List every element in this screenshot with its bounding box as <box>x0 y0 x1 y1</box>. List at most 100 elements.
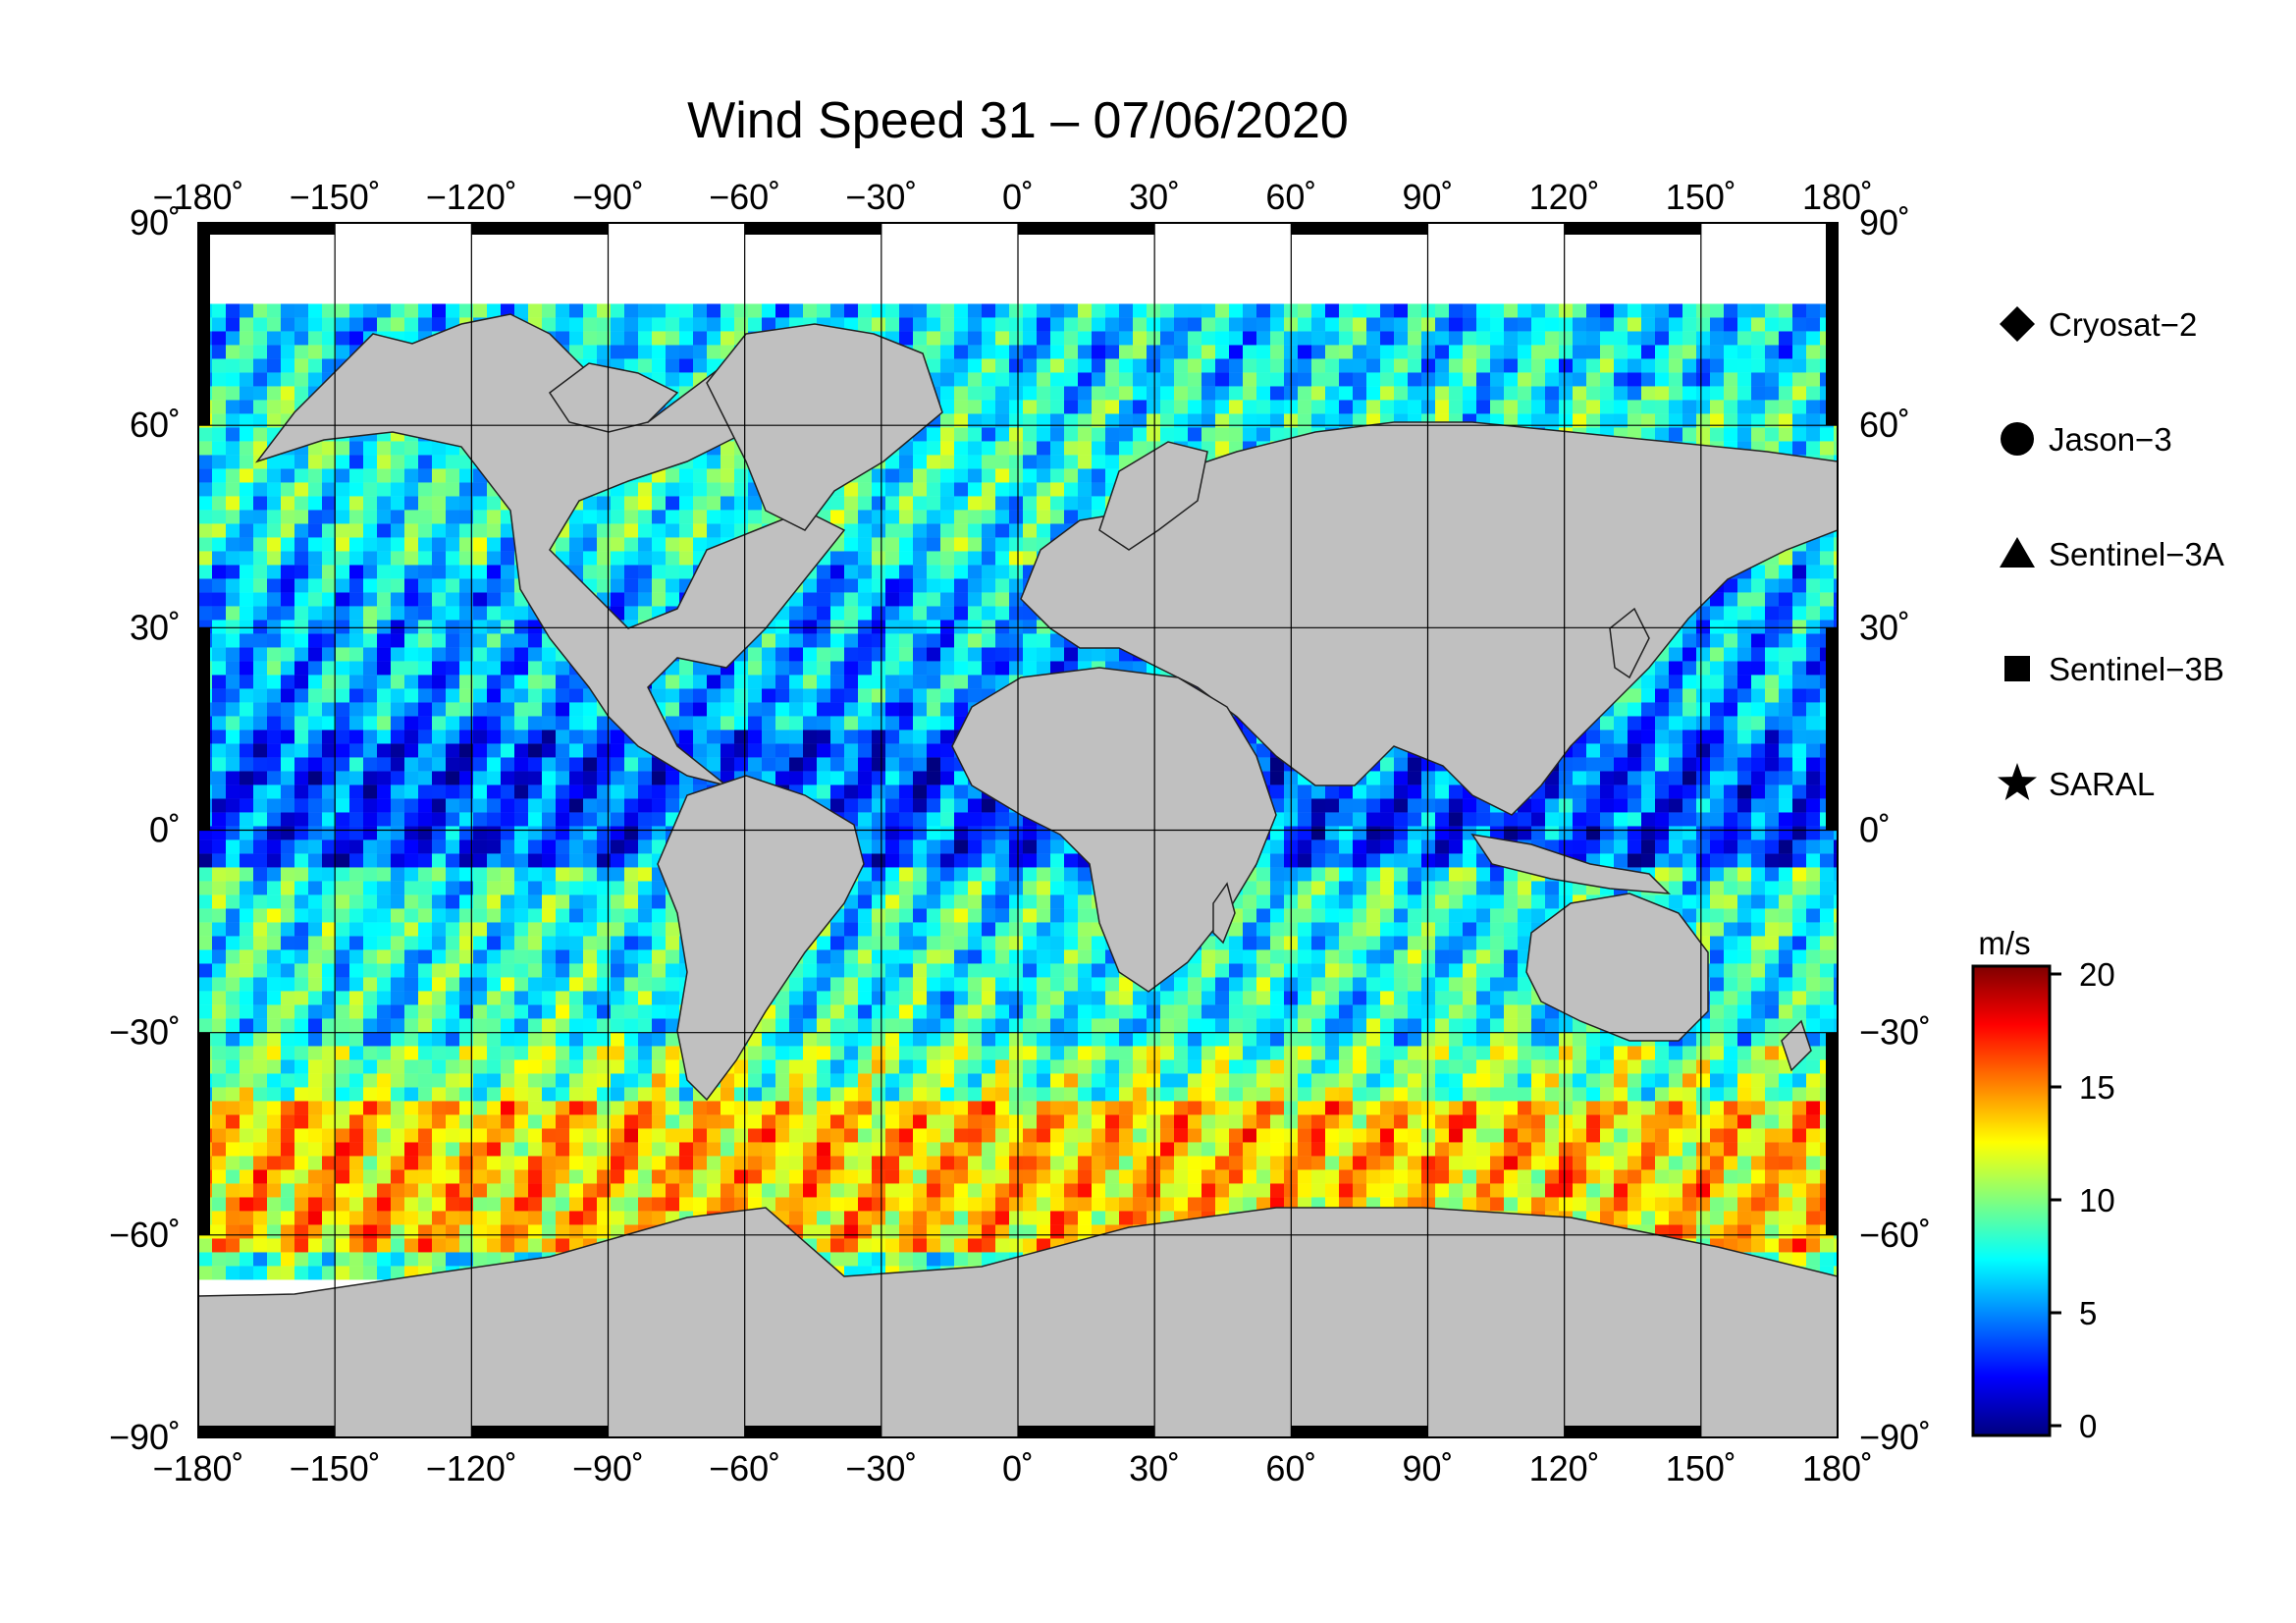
wind-cell <box>1779 798 1792 813</box>
wind-cell <box>281 468 294 483</box>
wind-cell <box>473 867 487 882</box>
wind-cell <box>679 537 693 552</box>
wind-cell <box>1545 317 1559 332</box>
wind-cell <box>1188 372 1201 387</box>
wind-cell <box>1037 372 1050 387</box>
wind-cell <box>1724 784 1737 799</box>
wind-cell <box>1531 386 1545 401</box>
wind-cell <box>349 331 363 346</box>
wind-cell <box>391 702 404 717</box>
wind-cell <box>927 661 940 676</box>
wind-cell <box>858 798 872 813</box>
wind-cell <box>198 867 212 882</box>
wind-cell <box>501 784 514 799</box>
wind-cell <box>267 455 281 469</box>
wind-cell <box>1353 839 1366 854</box>
wind-cell <box>528 839 542 854</box>
wind-cell <box>1518 372 1531 387</box>
wind-cell <box>1765 784 1779 799</box>
wind-cell <box>1820 551 1834 566</box>
wind-cell <box>1751 303 1765 318</box>
wind-cell <box>611 743 624 758</box>
wind-cell <box>212 482 226 497</box>
wind-cell <box>212 633 226 648</box>
wind-cell <box>844 661 858 676</box>
wind-cell <box>528 647 542 662</box>
wind-cell <box>1806 331 1820 346</box>
wind-cell <box>1408 771 1421 785</box>
wind-cell <box>1628 839 1641 854</box>
wind-cell <box>391 578 404 593</box>
wind-cell <box>858 303 872 318</box>
wind-cell <box>1518 413 1531 428</box>
wind-cell <box>899 331 913 346</box>
wind-cell <box>267 345 281 359</box>
wind-cell <box>1792 647 1806 662</box>
wind-cell <box>1050 496 1064 511</box>
wind-cell <box>1751 771 1765 785</box>
wind-cell <box>1298 386 1311 401</box>
wind-cell <box>1586 331 1600 346</box>
wind-cell <box>1064 853 1078 868</box>
wind-cell <box>1614 771 1628 785</box>
wind-cell <box>954 606 968 621</box>
wind-cell <box>473 798 487 813</box>
wind-cell <box>542 743 556 758</box>
wind-cell <box>1737 771 1751 785</box>
wind-cell <box>844 578 858 593</box>
wind-cell <box>1614 730 1628 744</box>
wind-cell <box>1834 606 1838 621</box>
wind-cell <box>1792 400 1806 414</box>
wind-cell <box>1435 372 1449 387</box>
wind-cell <box>940 675 954 689</box>
wind-cell <box>721 468 734 483</box>
wind-cell <box>253 661 267 676</box>
wind-cell <box>349 716 363 730</box>
wind-cell <box>514 757 528 772</box>
wind-cell <box>1298 358 1311 373</box>
wind-cell <box>267 331 281 346</box>
wind-cell <box>418 592 432 607</box>
wind-cell <box>267 606 281 621</box>
wind-cell <box>1311 812 1325 827</box>
wind-cell <box>349 537 363 552</box>
wind-cell <box>514 853 528 868</box>
wind-cell <box>253 358 267 373</box>
wind-cell <box>1614 826 1628 840</box>
wind-cell <box>679 372 693 387</box>
wind-cell <box>281 317 294 332</box>
wind-cell <box>1834 592 1838 607</box>
wind-cell <box>1600 400 1614 414</box>
wind-cell <box>253 441 267 456</box>
wind-cell <box>1614 372 1628 387</box>
wind-cell <box>514 303 528 318</box>
wind-cell <box>336 757 349 772</box>
wind-cell <box>253 839 267 854</box>
wind-cell <box>583 565 597 579</box>
wind-cell <box>418 771 432 785</box>
wind-cell <box>459 647 473 662</box>
wind-cell <box>212 675 226 689</box>
wind-cell <box>528 633 542 648</box>
wind-cell <box>968 537 982 552</box>
wind-cell <box>1366 839 1380 854</box>
wind-cell <box>198 853 212 868</box>
wind-cell <box>707 317 721 332</box>
wind-cell <box>1792 661 1806 676</box>
wind-cell <box>569 853 583 868</box>
wind-cell <box>253 867 267 882</box>
wind-cell <box>1765 565 1779 579</box>
wind-cell <box>899 661 913 676</box>
wind-cell <box>1078 455 1092 469</box>
wind-cell <box>349 565 363 579</box>
wind-cell <box>1655 743 1669 758</box>
wind-cell <box>1641 331 1655 346</box>
wind-cell <box>968 551 982 566</box>
wind-cell <box>844 523 858 538</box>
wind-cell <box>294 303 308 318</box>
wind-cell <box>611 784 624 799</box>
wind-cell <box>1064 331 1078 346</box>
wind-cell <box>1765 771 1779 785</box>
wind-cell <box>1820 441 1834 456</box>
wind-cell <box>459 537 473 552</box>
